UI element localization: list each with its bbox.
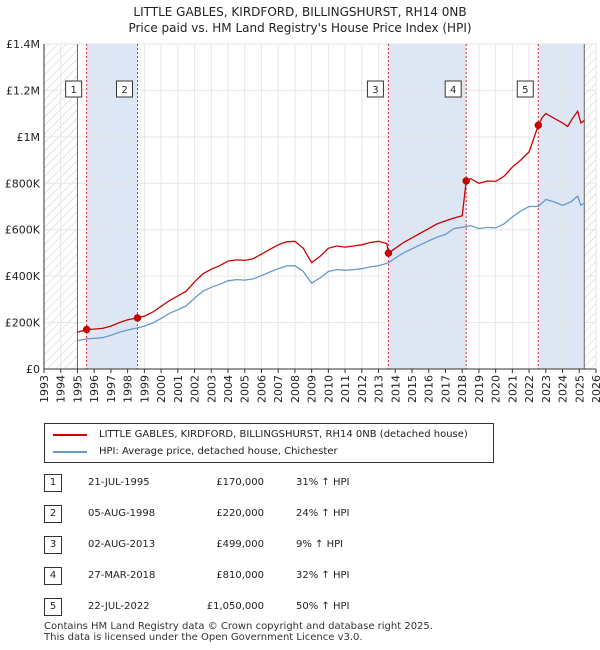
legend-swatch-hpi [53, 451, 87, 453]
shaded-region [86, 44, 138, 369]
sale-label-number: 2 [121, 85, 127, 96]
sale-label-box [444, 80, 462, 98]
price-chart: 1 2 3 4 5 £0 £200K £400K £600K £800K £1M £1.2M £1.4M… [5, 38, 600, 403]
y-tick-label: £800K [5, 177, 41, 190]
x-tick-label: 2000 [155, 375, 168, 403]
hatched-region [584, 44, 596, 369]
x-tick-label: 2015 [406, 375, 419, 403]
x-tick-label: 2002 [189, 375, 202, 403]
x-tick-label: 2024 [557, 375, 570, 403]
sale-date: 22-JUL-2022 [88, 601, 150, 612]
sale-date: 02-AUG-2013 [88, 539, 156, 550]
x-tick-label: 1996 [88, 375, 101, 403]
sale-hpi-change: 9% ↑ HPI [296, 539, 344, 550]
legend-swatch-property [53, 434, 87, 436]
footer-licence: This data is licensed under the Open Gov… [44, 632, 363, 643]
sale-price: £1,050,000 [206, 601, 264, 612]
sale-marker-box: 2 [44, 505, 62, 523]
x-tick-label: 2021 [506, 375, 519, 403]
x-tick-label: 2022 [523, 375, 536, 403]
sale-point [384, 249, 393, 257]
x-tick-label: 2007 [272, 375, 285, 403]
x-tick-label: 2023 [540, 375, 553, 403]
x-tick-label: 1998 [122, 375, 135, 403]
y-tick-label: £200K [5, 317, 41, 330]
x-tick-label: 2020 [490, 375, 503, 403]
x-tick-label: 2005 [239, 375, 252, 403]
sale-label-number: 3 [372, 85, 378, 96]
footer-copyright: Contains HM Land Registry data © Crown c… [44, 621, 433, 632]
x-tick-label: 2004 [222, 375, 235, 403]
x-tick-label: 2016 [423, 375, 436, 403]
series-line-hpi [77, 194, 585, 342]
x-tick-label: 1999 [138, 375, 151, 403]
sale-label-box [65, 80, 83, 98]
sale-date: 27-MAR-2018 [88, 570, 156, 581]
sale-label-box [366, 80, 384, 98]
sale-price: £220,000 [216, 508, 264, 519]
sale-hpi-change: 24% ↑ HPI [296, 508, 350, 519]
y-tick-label: £400K [5, 270, 41, 283]
sale-marker-box: 5 [44, 598, 62, 616]
x-tick-label: 2014 [389, 375, 402, 403]
x-tick-label: 2017 [439, 375, 452, 403]
sale-date: 05-AUG-1998 [88, 508, 156, 519]
x-tick-label: 2013 [373, 375, 386, 403]
chart-title: LITTLE GABLES, KIRDFORD, BILLINGSHURST, … [133, 5, 467, 19]
x-tick-label: 2012 [356, 375, 369, 403]
sale-price: £499,000 [216, 539, 264, 550]
x-tick-label: 2010 [322, 375, 335, 403]
x-tick-label: 2001 [172, 375, 185, 403]
series-line-property [77, 109, 585, 333]
shaded-region [538, 44, 585, 369]
sale-point [133, 314, 142, 322]
shaded-region [388, 44, 467, 369]
x-tick-label: 2019 [473, 375, 486, 403]
y-tick-label: £600K [5, 224, 41, 237]
sale-hpi-change: 32% ↑ HPI [296, 570, 350, 581]
x-tick-label: 2008 [289, 375, 302, 403]
sale-label-number: 1 [70, 85, 76, 96]
sale-point [82, 325, 91, 334]
sale-hpi-change: 31% ↑ HPI [296, 477, 350, 488]
y-tick-label: £1.2M [6, 84, 40, 97]
sale-label-box [116, 80, 134, 98]
sale-label-box [516, 80, 534, 98]
x-tick-label: 2003 [205, 375, 218, 403]
sale-hpi-change: 50% ↑ HPI [296, 601, 350, 612]
legend-label-hpi: HPI: Average price, detached house, Chic… [99, 446, 338, 457]
sale-marker-box: 3 [44, 536, 62, 554]
x-tick-label: 2026 [590, 375, 600, 403]
y-tick-label: £0 [26, 363, 40, 376]
sale-marker-box: 4 [44, 567, 62, 585]
chart-subtitle: Price paid vs. HM Land Registry's House … [128, 21, 472, 35]
footer-notice: Contains HM Land Registry data © Crown c… [44, 621, 433, 643]
chart-legend: LITTLE GABLES, KIRDFORD, BILLINGSHURST, … [44, 423, 494, 463]
sale-label-number: 4 [450, 85, 456, 96]
x-tick-label: 2006 [255, 375, 268, 403]
x-tick-label: 2025 [573, 375, 586, 403]
x-tick-label: 2009 [306, 375, 319, 403]
y-tick-label: £1M [17, 131, 41, 144]
sale-price: £170,000 [216, 477, 264, 488]
x-tick-label: 1994 [55, 375, 68, 403]
legend-label-property: LITTLE GABLES, KIRDFORD, BILLINGSHURST, … [99, 429, 468, 440]
sale-date: 21-JUL-1995 [88, 477, 150, 488]
x-tick-label: 2011 [339, 375, 352, 403]
sale-label-number: 5 [522, 85, 528, 96]
sale-marker-box: 1 [44, 474, 62, 492]
chart-title-block: LITTLE GABLES, KIRDFORD, BILLINGSHURST, … [0, 4, 600, 36]
x-tick-label: 2018 [456, 375, 469, 403]
y-tick-label: £1.4M [6, 38, 40, 51]
x-tick-label: 1995 [71, 375, 84, 403]
x-tick-label: 1997 [105, 375, 118, 403]
sale-point [534, 121, 543, 129]
sale-point [462, 177, 470, 185]
sale-price: £810,000 [216, 570, 264, 581]
x-tick-label: 1993 [38, 375, 51, 403]
